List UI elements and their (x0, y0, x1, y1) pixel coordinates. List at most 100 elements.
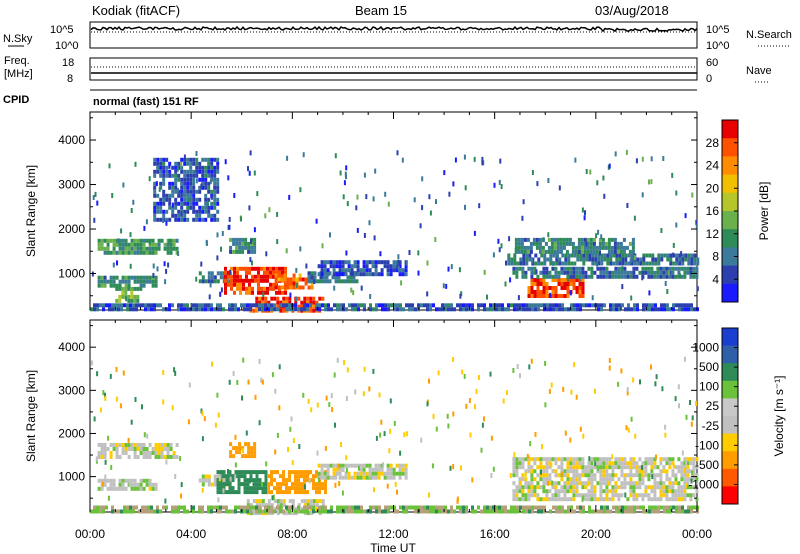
range-cell (548, 457, 552, 462)
range-cell (324, 482, 327, 487)
range-cell (261, 486, 265, 491)
range-cell (118, 238, 122, 243)
range-cell (630, 261, 634, 266)
range-cell (124, 451, 128, 455)
range-cell (318, 509, 321, 514)
range-cell (287, 447, 289, 452)
range-cell (216, 509, 219, 514)
range-cell (597, 307, 600, 312)
range-cell (180, 217, 184, 222)
range-cell (285, 248, 288, 254)
range-cell (273, 507, 277, 512)
range-cell (665, 270, 669, 275)
range-cell (260, 274, 263, 279)
range-cell (662, 485, 666, 490)
range-cell (152, 263, 155, 269)
range-cell (166, 447, 170, 451)
range-cell (543, 261, 547, 266)
range-cell (685, 414, 688, 420)
range-cell (569, 497, 573, 502)
range-cell (510, 261, 514, 266)
range-cell (207, 213, 211, 218)
range-cell (157, 242, 161, 247)
range-cell (617, 497, 621, 502)
range-cell (620, 469, 624, 474)
range-cell (656, 485, 660, 490)
range-cell (130, 443, 134, 447)
range-cell (535, 269, 538, 275)
range-cell (239, 278, 242, 283)
range-cell (108, 303, 111, 308)
range-cell (111, 193, 114, 198)
range-cell (342, 505, 345, 510)
range-cell (359, 471, 363, 476)
range-cell (219, 303, 222, 308)
range-cell (647, 274, 651, 279)
range-cell (578, 461, 582, 466)
range-cell (133, 238, 137, 243)
range-cell (659, 485, 663, 490)
range-cell (404, 475, 408, 480)
range-cell (504, 505, 507, 510)
range-cell (321, 499, 325, 504)
range-cell (539, 282, 543, 286)
range-cell (405, 303, 408, 308)
range-cell (500, 184, 503, 189)
range-cell (619, 249, 623, 254)
range-cell (380, 272, 384, 277)
range-cell (341, 490, 344, 496)
range-cell (623, 485, 627, 490)
range-cell (393, 303, 396, 308)
range-cell (229, 450, 233, 455)
range-cell (545, 473, 549, 478)
range-cell (201, 157, 205, 162)
range-cell (118, 283, 122, 288)
range-cell (432, 505, 435, 510)
range-cell (575, 461, 579, 466)
range-cell (168, 197, 172, 202)
range-cell (512, 473, 516, 478)
range-cell (548, 274, 552, 279)
range-cell (160, 451, 164, 455)
range-cell (605, 457, 609, 462)
range-cell (585, 253, 589, 258)
range-cell (187, 419, 190, 425)
range-cell (124, 443, 128, 447)
range-cell (172, 451, 176, 455)
range-cell (255, 470, 259, 475)
range-cell (97, 443, 101, 447)
range-cell (379, 251, 382, 257)
range-cell (567, 307, 570, 312)
range-cell (456, 498, 459, 504)
range-cell (231, 474, 235, 479)
range-cell (324, 486, 327, 491)
range-cell (357, 509, 360, 514)
range-cell (288, 478, 291, 483)
range-cell (617, 457, 621, 462)
range-cell (642, 253, 646, 258)
range-cell (621, 505, 624, 510)
range-cell (468, 398, 471, 403)
range-cell (201, 436, 204, 442)
range-cell (510, 303, 513, 308)
range-cell (426, 303, 429, 308)
range-cell (579, 509, 582, 514)
range-cell (375, 509, 378, 514)
range-cell (530, 465, 534, 470)
range-cell (219, 505, 222, 510)
range-cell (651, 257, 655, 262)
range-cell (249, 303, 252, 308)
range-cell (242, 448, 244, 454)
range-cell (115, 447, 119, 451)
range-cell (547, 245, 551, 250)
range-cell (612, 261, 616, 266)
range-cell (154, 242, 158, 247)
range-cell (527, 493, 531, 498)
range-cell (279, 503, 283, 508)
range-cell (352, 275, 356, 280)
range-cell (177, 161, 181, 166)
range-cell (255, 503, 259, 508)
range-cell (459, 307, 462, 312)
range-cell (334, 279, 338, 284)
range-cell (608, 477, 612, 482)
